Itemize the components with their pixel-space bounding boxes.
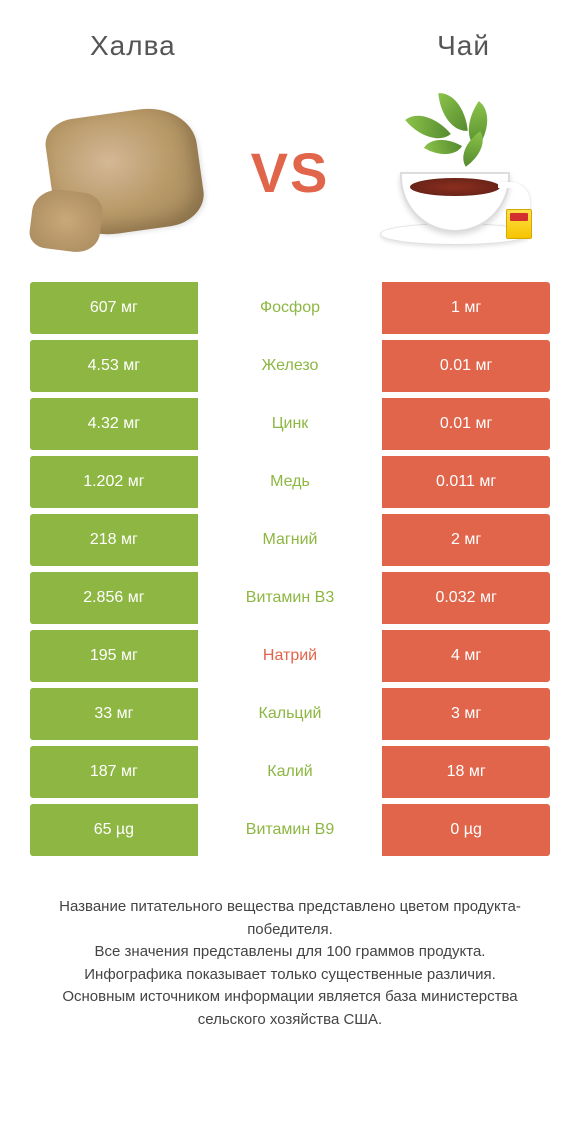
nutrient-name: Натрий: [198, 630, 383, 682]
left-value: 4.32 мг: [30, 398, 198, 450]
tea-image: [370, 87, 540, 257]
table-row: 2.856 мгВитамин B30.032 мг: [30, 572, 550, 624]
nutrient-name: Магний: [198, 514, 383, 566]
halva-image: [40, 87, 210, 257]
footer-note: Название питательного вещества представл…: [30, 896, 550, 1031]
nutrient-name: Цинк: [198, 398, 383, 450]
infographic-container: Халва Чай VS 607 мгФосфор1 мг 4.53 мгЖеле…: [0, 0, 580, 1144]
right-value: 0.011 мг: [382, 456, 550, 508]
nutrient-name: Фосфор: [198, 282, 383, 334]
left-value: 1.202 мг: [30, 456, 198, 508]
nutrient-name: Медь: [198, 456, 383, 508]
left-value: 4.53 мг: [30, 340, 198, 392]
table-row: 607 мгФосфор1 мг: [30, 282, 550, 334]
right-value: 0 µg: [382, 804, 550, 856]
left-value: 187 мг: [30, 746, 198, 798]
title-right: Чай: [437, 30, 490, 62]
table-row: 1.202 мгМедь0.011 мг: [30, 456, 550, 508]
header: Халва Чай: [30, 20, 550, 82]
nutrient-name: Витамин B9: [198, 804, 383, 856]
table-row: 65 µgВитамин B90 µg: [30, 804, 550, 856]
left-value: 218 мг: [30, 514, 198, 566]
footer-line: Все значения представлены для 100 граммо…: [40, 941, 540, 964]
right-value: 4 мг: [382, 630, 550, 682]
title-left: Халва: [90, 30, 176, 62]
table-row: 33 мгКальций3 мг: [30, 688, 550, 740]
table-row: 195 мгНатрий4 мг: [30, 630, 550, 682]
footer-line: Название питательного вещества представл…: [40, 896, 540, 941]
nutrient-name: Железо: [198, 340, 383, 392]
nutrition-table: 607 мгФосфор1 мг4.53 мгЖелезо0.01 мг4.32…: [30, 282, 550, 856]
footer-line: Инфографика показывает только существенн…: [40, 964, 540, 987]
left-value: 2.856 мг: [30, 572, 198, 624]
table-row: 4.53 мгЖелезо0.01 мг: [30, 340, 550, 392]
table-row: 4.32 мгЦинк0.01 мг: [30, 398, 550, 450]
left-value: 33 мг: [30, 688, 198, 740]
left-value: 195 мг: [30, 630, 198, 682]
right-value: 2 мг: [382, 514, 550, 566]
nutrient-name: Калий: [198, 746, 383, 798]
right-value: 0.032 мг: [382, 572, 550, 624]
nutrient-name: Кальций: [198, 688, 383, 740]
vs-label: VS: [251, 140, 330, 205]
right-value: 1 мг: [382, 282, 550, 334]
nutrient-name: Витамин B3: [198, 572, 383, 624]
right-value: 0.01 мг: [382, 398, 550, 450]
left-value: 65 µg: [30, 804, 198, 856]
table-row: 187 мгКалий18 мг: [30, 746, 550, 798]
left-value: 607 мг: [30, 282, 198, 334]
table-row: 218 мгМагний2 мг: [30, 514, 550, 566]
right-value: 0.01 мг: [382, 340, 550, 392]
product-images-row: VS: [30, 82, 550, 282]
right-value: 3 мг: [382, 688, 550, 740]
right-value: 18 мг: [382, 746, 550, 798]
footer-line: Основным источником информации является …: [40, 986, 540, 1031]
